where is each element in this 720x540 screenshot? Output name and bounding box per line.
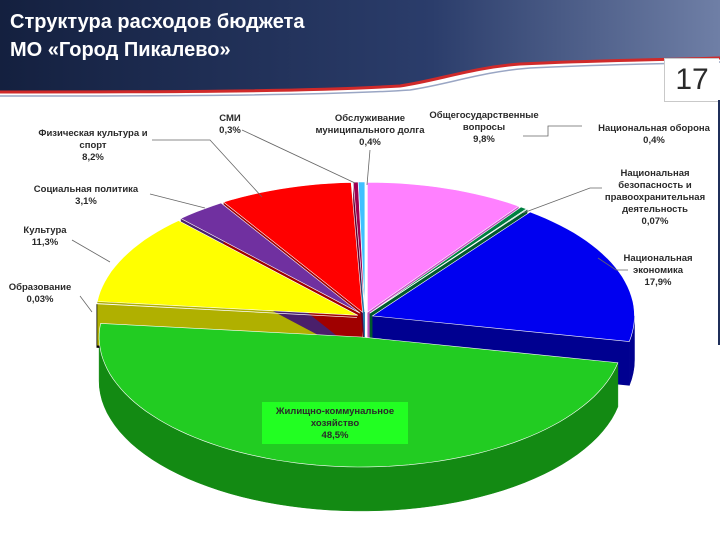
label-general-l1: Общегосударственные: [429, 110, 538, 121]
value-security: 0,07%: [642, 216, 669, 227]
page-number: 17: [664, 58, 719, 102]
leader-social: [149, 193, 206, 209]
value-defense: 0,4%: [643, 135, 665, 146]
label-media: СМИ: [219, 113, 241, 124]
slide-header: Структура расходов бюджета МО «Город Пик…: [0, 0, 720, 102]
slice-top-6: [96, 220, 358, 316]
value-media: 0,3%: [219, 125, 241, 136]
label-culture: Культура: [23, 225, 67, 236]
label-defense: Национальная оборона: [598, 123, 711, 134]
slide-title: Структура расходов бюджета МО «Город Пик…: [10, 8, 430, 64]
leader-media: [241, 129, 356, 184]
label-education: Образование: [9, 282, 72, 293]
label-economy-l1: Национальная: [623, 253, 692, 264]
label-sport-l2: спорт: [79, 140, 107, 151]
slice-top-4: [98, 323, 619, 468]
label-general-l2: вопросы: [463, 122, 505, 133]
value-education: 0,03%: [27, 294, 54, 305]
slice-top-7: [180, 202, 361, 314]
title-line-1: Структура расходов бюджета: [10, 11, 305, 33]
label-security-l4: деятельность: [622, 204, 688, 215]
header-background: [0, 0, 720, 97]
label-housing-l2: хозяйство: [311, 418, 359, 429]
slice-top-5: [96, 303, 358, 318]
value-culture: 11,3%: [32, 237, 59, 248]
leader-education: [79, 295, 93, 313]
title-line-2: МО «Город Пикалево»: [10, 39, 231, 61]
value-economy: 17,9%: [645, 277, 672, 288]
label-security-l3: правоохранительная: [605, 192, 705, 203]
label-housing-l1: Жилищно-коммунальное: [275, 406, 394, 417]
value-general: 9,8%: [473, 134, 495, 145]
label-economy-l2: экономика: [633, 265, 684, 276]
label-security-l1: Национальная: [620, 168, 689, 179]
label-leader-lines: [71, 125, 628, 313]
label-security-l2: безопасность и: [618, 180, 692, 191]
value-social: 3,1%: [75, 196, 97, 207]
label-debt-l2: муниципального долга: [315, 125, 425, 136]
label-social: Социальная политика: [34, 184, 139, 195]
leader-sport: [152, 139, 263, 198]
leader-culture: [71, 239, 111, 263]
slice-top-0: [367, 181, 520, 313]
leader-general: [523, 125, 582, 137]
label-sport-l1: Физическая культура и: [38, 128, 147, 139]
pie-tops: [96, 181, 635, 468]
leader-debt: [366, 149, 371, 186]
slice-top-8: [222, 182, 363, 313]
slice-top-2: [369, 208, 529, 314]
value-housing: 48,5%: [322, 430, 349, 441]
right-border-rule: [718, 100, 720, 345]
pie-labels: Жилищно-коммунальное хозяйство 48,5% Общ…: [9, 110, 711, 444]
leader-security: [522, 187, 602, 214]
value-sport: 8,2%: [82, 152, 104, 163]
leader-economy: [597, 257, 628, 271]
slice-top-10: [357, 181, 366, 313]
housing-label-box: [262, 402, 408, 444]
value-debt: 0,4%: [359, 137, 381, 148]
label-debt-l1: Обслуживание: [335, 113, 405, 124]
